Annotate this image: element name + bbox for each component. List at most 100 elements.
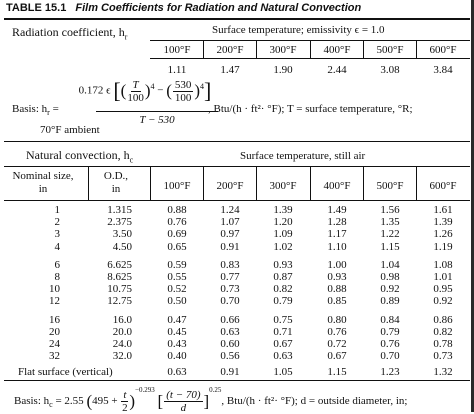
coefficient-cell: 0.70 — [380, 350, 400, 363]
radiation-coefficient-value: 3.08 — [380, 64, 400, 76]
coefficient-cell: 0.70 — [220, 295, 240, 308]
nominal-size-cell: 10 — [49, 283, 60, 296]
coefficient-cell: 1.24 — [220, 204, 240, 216]
coefficient-cell: 0.89 — [380, 295, 400, 308]
radiation-temp-header: 100°F — [163, 44, 191, 56]
radiation-column-rule — [256, 40, 257, 58]
coefficient-cell: 1.00 — [327, 258, 347, 271]
coefficient-cell: 0.82 — [433, 325, 453, 338]
radiation-ambient: 70°F ambient — [40, 124, 100, 136]
radiation-fraction-bar — [96, 111, 218, 112]
convection-column-rule — [310, 166, 311, 200]
nominal-size-cell: 1 — [54, 204, 61, 216]
coefficient-cell: 0.43 — [167, 338, 187, 350]
coefficient-cell: 0.97 — [220, 228, 240, 241]
coefficient-cell: 0.88 — [167, 204, 187, 216]
coefficient-cell: 0.63 — [273, 350, 293, 363]
od-cell: 32.0 — [112, 350, 132, 363]
coefficient-cell: 0.47 — [167, 313, 187, 326]
coefficient-cell: 1.39 — [273, 204, 293, 216]
radiation-surface-header: Surface temperature; emissivity ϵ = 1.0 — [212, 24, 385, 36]
nominal-size-header: Nominal size, in — [12, 170, 74, 195]
convection-temp-header: 600°F — [429, 180, 457, 192]
coefficient-cell: 0.83 — [220, 258, 240, 271]
coefficient-cell: 0.55 — [167, 271, 187, 283]
table-number: TABLE 15.1 — [6, 2, 67, 14]
nominal-size-cell: 20 — [49, 325, 60, 338]
nominal-size-cell: 3 — [54, 228, 61, 241]
coefficient-cell: 1.61 — [433, 204, 453, 216]
flat-surface-value: 1.23 — [380, 366, 400, 378]
coefficient-cell: 0.80 — [327, 313, 347, 326]
coefficient-cell: 0.67 — [327, 350, 347, 363]
coefficient-cell: 0.40 — [167, 350, 187, 363]
coefficient-cell: 1.35 — [380, 216, 400, 229]
coefficient-cell: 0.92 — [380, 283, 400, 296]
radiation-temp-header: 500°F — [376, 44, 404, 56]
od-cell: 10.75 — [107, 283, 132, 296]
flat-surface-value: 1.05 — [273, 366, 293, 378]
coefficient-cell: 0.45 — [167, 325, 187, 338]
coefficient-cell: 0.69 — [167, 228, 187, 241]
page-edge — [471, 0, 474, 412]
coefficient-cell: 0.65 — [167, 240, 187, 253]
radiation-column-rule — [310, 40, 311, 58]
nominal-size-cell: 12 — [49, 295, 60, 308]
radiation-temp-header: 600°F — [429, 44, 457, 56]
coefficient-cell: 0.73 — [220, 283, 240, 296]
coefficient-cell: 0.93 — [327, 271, 347, 283]
convection-temp-header: 100°F — [163, 180, 191, 192]
convection-column-rule — [203, 166, 204, 200]
od-cell: 24.0 — [112, 338, 132, 350]
coefficient-cell: 0.67 — [273, 338, 293, 350]
coefficient-cell: 0.72 — [327, 338, 347, 350]
radiation-temps-rule — [150, 58, 470, 59]
convection-column-rule — [256, 166, 257, 200]
coefficient-cell: 0.66 — [220, 313, 240, 326]
coefficient-cell: 0.84 — [380, 313, 400, 326]
radiation-denominator: T − 530 — [139, 114, 175, 126]
coefficient-cell: 0.75 — [273, 313, 293, 326]
od-cell: 8.625 — [107, 271, 132, 283]
coefficient-cell: 0.59 — [167, 258, 187, 271]
radiation-temp-header: 300°F — [269, 44, 297, 56]
coefficient-cell: 1.07 — [220, 216, 240, 229]
nominal-size-cell: 4 — [54, 240, 61, 253]
radiation-basis-equation: 0.172 ϵ [(T 100)4 − (530 100)4] T − 530 — [70, 78, 220, 130]
od-cell: 1.315 — [107, 204, 132, 216]
coefficient-cell: 1.09 — [273, 228, 293, 241]
radiation-coefficient-value: 3.84 — [433, 64, 453, 76]
coefficient-cell: 0.91 — [220, 240, 240, 253]
coefficient-cell: 0.71 — [273, 325, 293, 338]
coefficient-cell: 0.78 — [433, 338, 453, 350]
coefficient-cell: 0.76 — [167, 216, 187, 229]
coefficient-cell: 0.63 — [220, 325, 240, 338]
nominal-size-cell: 8 — [54, 271, 61, 283]
coefficient-cell: 1.49 — [327, 204, 347, 216]
od-cell: 2.375 — [107, 216, 132, 229]
convection-temp-header: 500°F — [376, 180, 404, 192]
coefficient-cell: 0.82 — [273, 283, 293, 296]
od-cell: 20.0 — [112, 325, 132, 338]
coefficient-cell: 1.04 — [380, 258, 400, 271]
nominal-size-cell: 24 — [49, 338, 60, 350]
coefficient-cell: 0.86 — [433, 313, 453, 326]
coefficient-cell: 1.02 — [273, 240, 293, 253]
table-caption: Film Coefficients for Radiation and Natu… — [75, 2, 362, 14]
coefficient-cell: 0.60 — [220, 338, 240, 350]
radiation-column-rule — [203, 40, 204, 58]
convection-columns-rule — [4, 200, 470, 201]
radiation-basis-label: Basis: hr = — [12, 103, 59, 118]
convection-temp-header: 200°F — [216, 180, 244, 192]
coefficient-cell: 1.10 — [327, 240, 347, 253]
coefficient-cell: 0.50 — [167, 295, 187, 308]
coefficient-cell: 1.01 — [433, 271, 453, 283]
radiation-coefficient-value: 1.90 — [273, 64, 293, 76]
radiation-basis-units: , Btu/(h · ft²· °F); T = surface tempera… — [208, 103, 413, 115]
radiation-column-rule — [363, 40, 364, 58]
radiation-coefficient-value: 1.11 — [167, 64, 187, 76]
coefficient-cell: 0.93 — [273, 258, 293, 271]
coefficient-cell: 1.08 — [433, 258, 453, 271]
coefficient-cell: 1.28 — [327, 216, 347, 229]
table-title: TABLE 15.1 Film Coefficients for Radiati… — [6, 2, 361, 14]
